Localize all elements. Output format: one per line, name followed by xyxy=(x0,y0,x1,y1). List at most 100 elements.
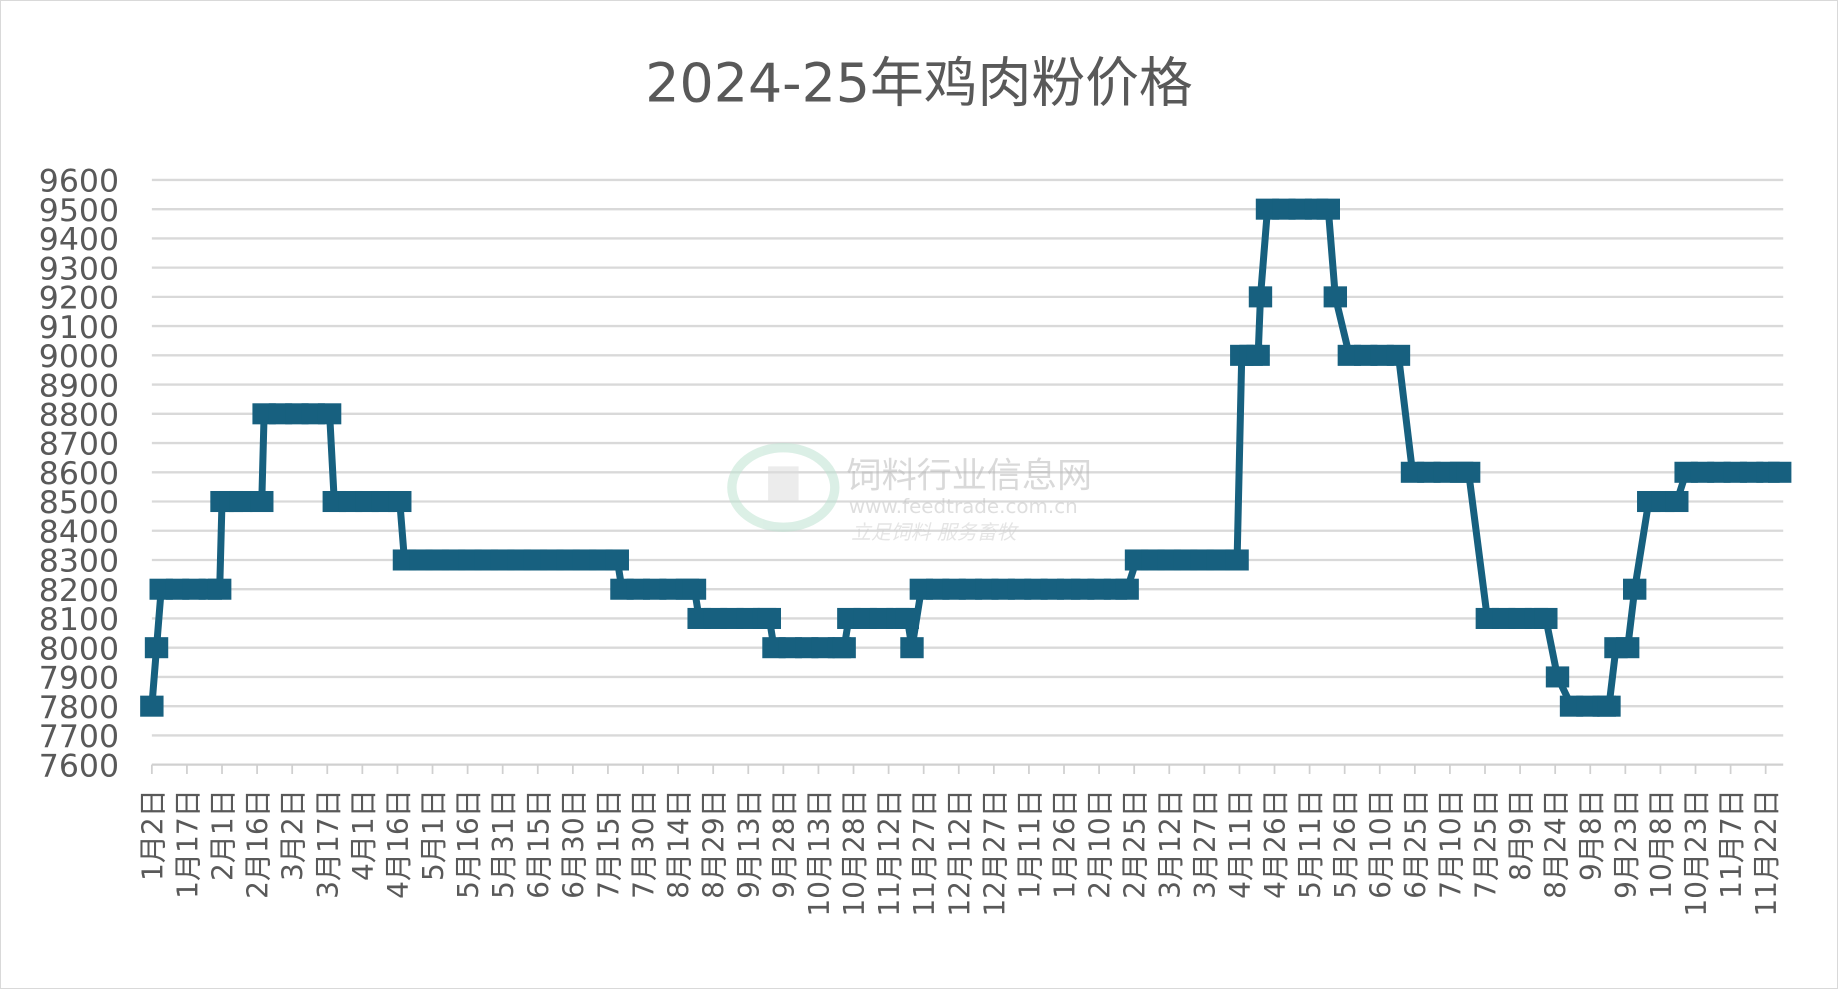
x-tick-label: 4月26日 xyxy=(1259,789,1292,899)
x-axis: 1月2日 1月17日 2月1日 2月16日 3月2日 3月17日 4月1日 4月16日 5月1日… xyxy=(136,764,1783,917)
x-tick-label: 1月11日 xyxy=(1013,789,1046,899)
series-line xyxy=(140,198,1792,717)
x-tick-label: 5月26日 xyxy=(1329,789,1362,899)
x-tick-label: 1月26日 xyxy=(1049,789,1082,899)
data-point-marker xyxy=(1622,578,1647,600)
y-tick-label: 8000 xyxy=(39,631,119,667)
x-tick-label: 3月12日 xyxy=(1154,789,1187,899)
data-point-marker xyxy=(1615,637,1640,659)
x-tick-label: 9月28日 xyxy=(768,789,801,899)
x-tick-label: 10月13日 xyxy=(803,789,836,916)
x-tick-label: 7月15日 xyxy=(592,789,625,899)
x-tick-label: 7月25日 xyxy=(1470,789,1503,899)
data-point-marker xyxy=(1246,344,1270,366)
x-tick-label: 6月10日 xyxy=(1364,789,1397,899)
data-point-marker xyxy=(1456,461,1481,483)
y-tick-label: 8300 xyxy=(39,544,119,580)
y-tick-label: 7900 xyxy=(39,661,119,697)
y-tick-label: 7600 xyxy=(39,748,119,784)
y-tick-label: 9200 xyxy=(39,281,119,317)
data-point-marker xyxy=(1115,578,1139,600)
y-tick-label: 9400 xyxy=(39,222,119,258)
x-tick-label: 8月9日 xyxy=(1505,789,1538,881)
x-tick-label: 5月1日 xyxy=(417,789,450,881)
x-tick-label: 5月11日 xyxy=(1294,789,1327,899)
data-point-marker xyxy=(895,607,919,629)
x-tick-label: 8月24日 xyxy=(1540,789,1573,899)
data-point-marker xyxy=(140,695,164,717)
y-tick-label: 8700 xyxy=(39,427,119,463)
y-tick-label: 9500 xyxy=(39,193,119,229)
chart-title: 2024-25年鸡肉粉价格 xyxy=(645,52,1192,115)
x-tick-label: 4月1日 xyxy=(347,789,380,881)
data-point-marker xyxy=(605,549,629,571)
data-point-marker xyxy=(1768,461,1792,483)
x-tick-label: 6月30日 xyxy=(557,789,590,899)
watermark-logo: 饲料行业信息网 www.feedtrade.com.cn 立足饲料 服务畜牧 xyxy=(727,443,1092,544)
x-tick-label: 12月12日 xyxy=(943,789,976,916)
x-tick-label: 10月23日 xyxy=(1680,789,1713,916)
x-tick-label: 9月23日 xyxy=(1610,789,1643,899)
x-tick-label: 7月10日 xyxy=(1434,789,1467,899)
data-point-marker xyxy=(250,490,274,513)
y-tick-label: 8900 xyxy=(39,368,119,404)
data-point-marker xyxy=(229,490,253,513)
watermark-slogan: 立足饲料 服务畜牧 xyxy=(851,521,1019,544)
x-tick-label: 3月27日 xyxy=(1189,789,1222,899)
x-tick-label: 9月8日 xyxy=(1575,789,1608,881)
y-tick-label: 8200 xyxy=(39,573,119,609)
data-point-marker xyxy=(757,607,782,629)
x-tick-label: 11月22日 xyxy=(1750,789,1783,916)
x-tick-label: 5月31日 xyxy=(487,789,520,899)
watermark-url: www.feedtrade.com.cn xyxy=(849,495,1078,518)
x-tick-label: 2月16日 xyxy=(242,789,275,899)
data-point-marker xyxy=(1206,549,1231,571)
x-tick-label: 8月14日 xyxy=(663,789,696,899)
data-point-marker xyxy=(832,637,856,659)
x-tick-label: 7月30日 xyxy=(628,789,661,899)
y-axis-labels: 7600770078007900800081008200830084008500… xyxy=(39,164,119,785)
x-tick-label: 10月28日 xyxy=(838,789,871,916)
y-tick-label: 8800 xyxy=(39,398,119,434)
data-point-marker xyxy=(1665,490,1689,513)
x-tick-label: 4月16日 xyxy=(382,789,415,899)
y-tick-label: 9100 xyxy=(39,310,119,346)
data-point-marker xyxy=(1597,695,1621,717)
y-tick-label: 8400 xyxy=(39,514,119,550)
data-point-marker xyxy=(207,578,232,600)
x-tick-label: 1月2日 xyxy=(136,789,169,881)
y-tick-label: 8600 xyxy=(39,456,119,492)
x-tick-label: 5月16日 xyxy=(452,789,485,899)
x-tick-label: 10月8日 xyxy=(1645,789,1678,899)
y-tick-label: 8100 xyxy=(39,602,119,638)
data-point-marker xyxy=(1545,666,1570,688)
gridlines xyxy=(151,178,1784,766)
x-tick-label: 11月7日 xyxy=(1715,789,1748,899)
y-tick-label: 8500 xyxy=(39,485,119,521)
x-tick-label: 8月29日 xyxy=(698,789,731,899)
data-point-marker xyxy=(1323,286,1348,308)
x-tick-label: 1月17日 xyxy=(171,789,204,899)
x-tick-label: 9月13日 xyxy=(733,789,766,899)
x-tick-label: 6月25日 xyxy=(1399,789,1432,899)
data-point-marker xyxy=(682,578,707,600)
y-tick-label: 9600 xyxy=(39,164,119,200)
x-tick-label: 11月12日 xyxy=(873,789,906,916)
watermark-name: 饲料行业信息网 xyxy=(846,455,1092,496)
x-tick-label: 3月17日 xyxy=(312,789,345,899)
data-point-marker xyxy=(1225,549,1249,571)
x-tick-label: 2月1日 xyxy=(207,789,240,881)
x-tick-label: 4月11日 xyxy=(1224,789,1257,899)
y-tick-label: 9300 xyxy=(39,251,119,287)
y-tick-label: 7800 xyxy=(39,690,119,726)
data-point-marker xyxy=(388,490,412,513)
data-point-marker xyxy=(900,637,924,659)
data-point-marker xyxy=(1316,198,1340,220)
x-tick-label: 2月10日 xyxy=(1084,789,1117,899)
x-tick-label: 3月2日 xyxy=(277,789,310,881)
data-point-marker xyxy=(144,637,169,659)
data-point-marker xyxy=(1386,344,1411,366)
x-tick-label: 2月25日 xyxy=(1119,789,1152,899)
data-point-marker xyxy=(317,403,342,425)
